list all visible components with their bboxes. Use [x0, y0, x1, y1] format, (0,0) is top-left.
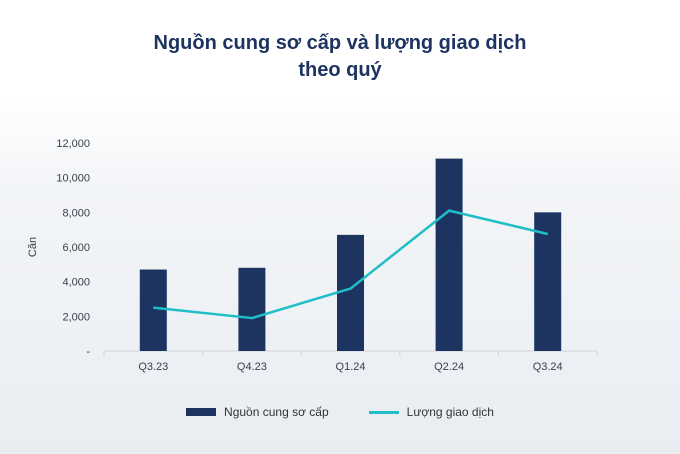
- y-tick-label: 6,000: [62, 242, 90, 254]
- x-tick-label: Q1.24: [336, 361, 366, 373]
- legend-label-supply: Nguồn cung sơ cấp: [224, 405, 329, 419]
- x-tick-label: Q4.23: [237, 361, 267, 373]
- y-tick-label: 8,000: [62, 207, 90, 219]
- bar-supply-Q4.23: [238, 267, 266, 351]
- bar-supply-Q3.23: [139, 269, 167, 351]
- legend-item-supply: Nguồn cung sơ cấp: [186, 405, 329, 419]
- bar-supply-Q1.24: [337, 234, 364, 351]
- chart-title-line-1: Nguồn cung sơ cấp và lượng giao dịch: [153, 32, 527, 54]
- y-tick-label: 4,000: [62, 277, 90, 289]
- legend-swatch-bar: [186, 408, 217, 416]
- bar-supply-Q3.24: [534, 212, 562, 351]
- y-tick-label: -: [86, 346, 90, 358]
- y-tick-label: 2,000: [62, 311, 90, 323]
- chart-title-line-2: theo quý: [298, 59, 382, 81]
- chart-title: Nguồn cung sơ cấp và lượng giao dịch the…: [0, 30, 680, 84]
- x-tick-label: Q3.24: [533, 361, 563, 373]
- legend-item-transactions: Lượng giao dịch: [368, 405, 494, 419]
- legend-swatch-line: [368, 410, 399, 414]
- legend: Nguồn cung sơ cấp Lượng giao dịch: [0, 405, 680, 419]
- x-tick-label: Q3.23: [138, 361, 168, 373]
- y-axis-label: Căn: [27, 237, 39, 257]
- legend-label-transactions: Lượng giao dịch: [406, 405, 494, 419]
- x-tick-label: Q2.24: [434, 361, 464, 373]
- y-tick-label: 10,000: [56, 173, 90, 185]
- bar-supply-Q2.24: [435, 158, 463, 351]
- y-tick-label: 12,000: [56, 138, 90, 150]
